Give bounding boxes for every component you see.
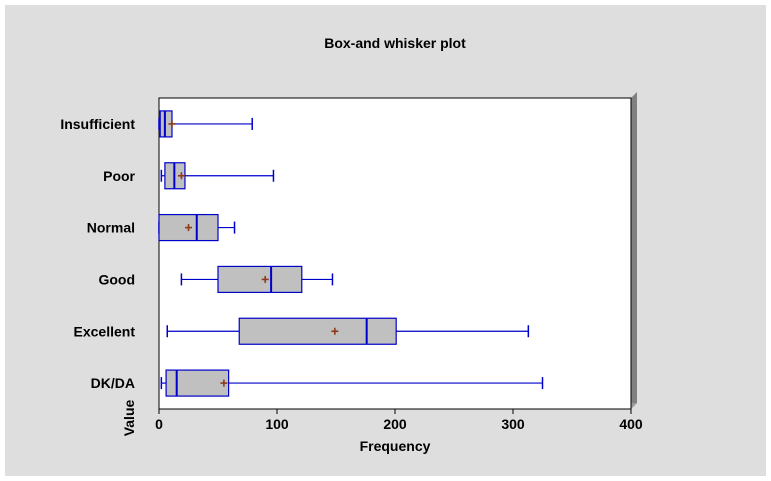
x-tick-label-100: 100 <box>265 416 289 432</box>
boxes-layer <box>158 110 544 397</box>
x-tick-label-200: 200 <box>383 416 407 432</box>
box-normal <box>158 213 236 242</box>
chart-title: Box-and whisker plot <box>324 35 466 51</box>
box-dk-da <box>160 369 544 397</box>
y-tick-labels: Insufficient Poor Normal Good Excellent DK/DA <box>60 116 135 391</box>
box-iqr <box>217 265 303 294</box>
y-tick-label-insufficient: Insufficient <box>60 116 135 132</box>
y-tick-label-normal: Normal <box>87 220 135 236</box>
box-iqr <box>165 369 230 397</box>
frame-right-face <box>631 92 637 409</box>
box-good <box>180 265 334 294</box>
x-tick-label-0: 0 <box>155 416 163 432</box>
y-axis-label: Value <box>121 400 137 437</box>
plot-area <box>158 97 632 410</box>
x-tick-labels: 0 100 200 300 400 <box>155 409 643 432</box>
y-tick-label-poor: Poor <box>103 168 135 184</box>
box-iqr <box>238 317 397 345</box>
box-iqr <box>158 213 219 242</box>
x-tick-label-400: 400 <box>619 416 643 432</box>
box-insufficient <box>158 110 253 138</box>
box-excellent <box>166 317 530 345</box>
box-poor <box>160 162 275 190</box>
x-tick-label-300: 300 <box>501 416 525 432</box>
y-tick-label-dk-da: DK/DA <box>91 375 135 391</box>
x-axis-label: Frequency <box>360 438 431 454</box>
y-tick-label-excellent: Excellent <box>74 323 136 339</box>
y-tick-label-good: Good <box>98 271 135 287</box>
